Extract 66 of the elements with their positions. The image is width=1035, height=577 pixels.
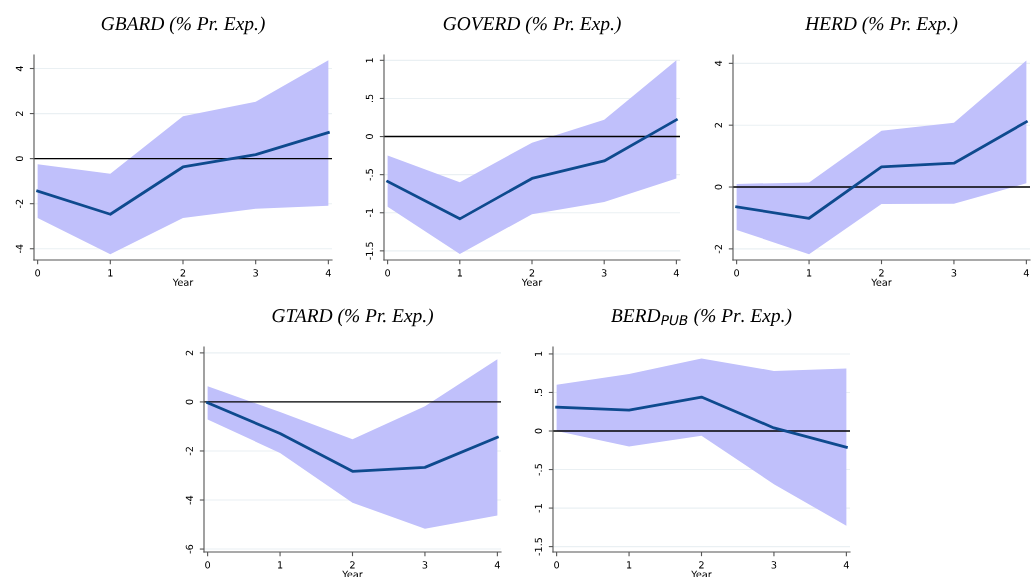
x-tick-label: 3 <box>422 561 428 569</box>
x-tick-label: 2 <box>180 269 186 277</box>
x-tick-label: 4 <box>494 561 500 569</box>
y-tick-label: -1.5 <box>365 242 374 260</box>
line-series <box>386 118 678 221</box>
x-tick-label: 3 <box>771 561 777 569</box>
x-tick-label: 4 <box>673 269 679 277</box>
x-tick-label: 1 <box>627 561 632 569</box>
x-tick-label: 4 <box>325 269 331 277</box>
x-tick-label: 1 <box>807 269 812 277</box>
y-tick-label: 0 <box>15 156 24 162</box>
line-series <box>36 131 330 216</box>
y-tick-label: 2 <box>15 111 23 116</box>
chart-title: HERD (% Pr. Exp.) <box>804 16 958 35</box>
y-tick-label: -.5 <box>534 463 543 476</box>
x-tick-label: 4 <box>843 561 849 569</box>
x-tick-label: 2 <box>529 269 535 277</box>
x-tick-label: 0 <box>385 269 391 277</box>
line-series <box>555 395 848 449</box>
x-tick-label: 0 <box>734 269 740 277</box>
line-series <box>206 401 499 473</box>
y-tick-label: 0 <box>534 428 543 434</box>
y-tick-label: 4 <box>714 60 722 66</box>
x-axis-title: Year <box>342 570 363 577</box>
x-tick-label: 1 <box>457 269 462 277</box>
y-tick-label: 2 <box>714 123 722 128</box>
y-tick-label: -1 <box>365 208 373 218</box>
y-tick-label: -1 <box>534 504 542 513</box>
x-tick-label: 0 <box>205 561 211 569</box>
y-tick-label: .5 <box>534 388 543 397</box>
line-series <box>735 120 1028 220</box>
y-tick-label: 4 <box>15 65 23 72</box>
chart-title: GBARD (% Pr. Exp.) <box>101 16 265 35</box>
chart-title: GOVERD (% Pr. Exp.) <box>443 16 621 35</box>
x-tick-label: 2 <box>699 561 704 569</box>
y-tick-label: 0 <box>185 399 194 405</box>
y-tick-label: -4 <box>15 244 23 254</box>
chart-title: GTARD (% Pr. Exp.) <box>272 308 433 327</box>
y-tick-label: -2 <box>15 199 23 209</box>
y-tick-label: 2 <box>185 350 193 356</box>
x-tick-label: 2 <box>350 561 355 569</box>
x-tick-label: 3 <box>601 269 607 277</box>
x-tick-label: 4 <box>1023 269 1029 277</box>
y-tick-label: 1 <box>365 58 373 63</box>
x-tick-label: 0 <box>554 561 560 569</box>
y-tick-label: 0 <box>365 134 374 139</box>
y-tick-label: 1 <box>534 351 542 356</box>
y-tick-label: -4 <box>185 495 193 505</box>
y-tick-label: -6 <box>185 544 194 554</box>
x-axis-title: Year <box>871 278 892 286</box>
y-tick-label: -.5 <box>365 169 374 181</box>
y-tick-label: -2 <box>714 245 722 254</box>
x-tick-label: 2 <box>879 269 884 277</box>
chart-title: BERD$_{PUB}$ (% Pr. Exp.) <box>611 308 792 327</box>
x-tick-label: 1 <box>278 561 283 569</box>
x-tick-label: 1 <box>108 269 113 277</box>
y-tick-label: 0 <box>714 184 723 190</box>
x-tick-label: 3 <box>253 269 258 277</box>
x-axis-title: Year <box>172 278 194 286</box>
y-tick-label: .5 <box>365 94 374 103</box>
x-tick-label: 0 <box>35 269 41 277</box>
x-axis-title: Year <box>521 278 543 286</box>
y-tick-label: -2 <box>185 447 193 456</box>
x-tick-label: 3 <box>951 269 957 277</box>
x-axis-title: Year <box>691 570 712 577</box>
y-tick-label: -1.5 <box>534 537 543 556</box>
